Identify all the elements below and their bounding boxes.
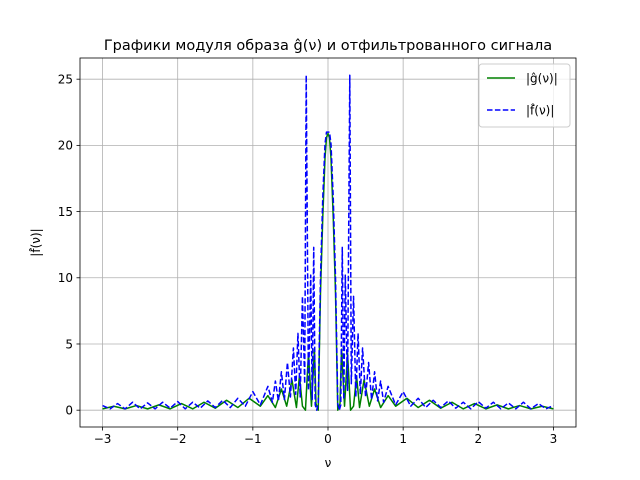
series-line-f-hat <box>102 74 554 411</box>
y-tick-label: 0 <box>65 403 73 417</box>
x-tick-label: 0 <box>324 432 332 446</box>
x-axis-ticks: −3 −2 −1 0 1 2 3 <box>94 427 558 446</box>
y-tick-label: 15 <box>58 205 73 219</box>
y-tick-label: 25 <box>58 72 73 86</box>
y-tick-label: 5 <box>65 337 73 351</box>
x-tick-label: −2 <box>169 432 187 446</box>
y-axis-ticks: 0 5 10 15 20 25 <box>58 72 80 417</box>
x-tick-label: −3 <box>94 432 112 446</box>
y-tick-label: 10 <box>58 271 73 285</box>
plot-lines <box>102 74 554 411</box>
legend-box <box>478 63 571 128</box>
series-line-g-hat <box>102 132 554 411</box>
legend-label-f-hat: |f̂(ν)| <box>526 103 554 117</box>
x-tick-label: 1 <box>399 432 407 446</box>
y-axis-label: |f̂(ν)| <box>29 228 43 256</box>
legend: |ĝ(ν)| |f̂(ν)| <box>478 63 571 128</box>
x-axis-label: ν <box>325 456 332 470</box>
chart-title: Графики модуля образа ĝ(ν) и отфильтрова… <box>104 38 552 54</box>
x-tick-label: 2 <box>474 432 482 446</box>
y-tick-label: 20 <box>58 139 73 153</box>
grid <box>80 58 576 427</box>
x-tick-label: −1 <box>244 432 262 446</box>
x-tick-label: 3 <box>550 432 558 446</box>
legend-label-g-hat: |ĝ(ν)| <box>526 72 558 86</box>
